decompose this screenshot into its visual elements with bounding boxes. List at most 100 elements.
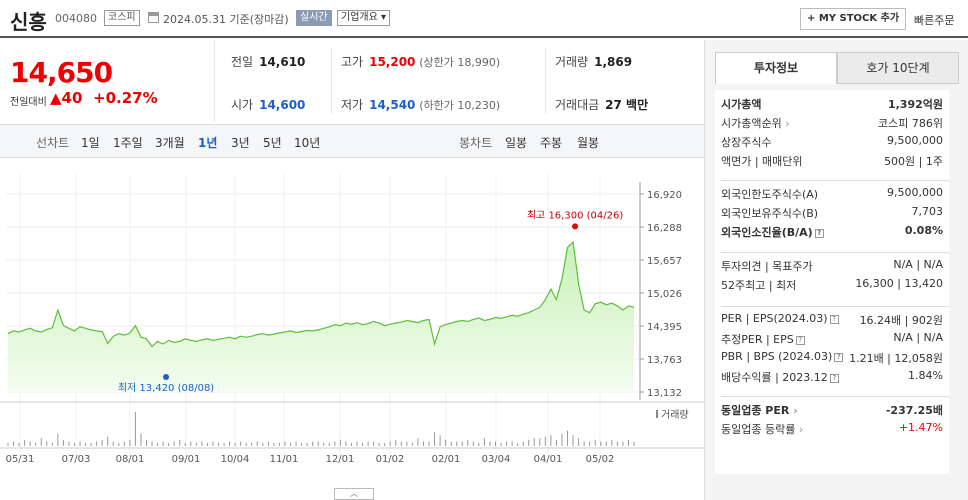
tab-3m[interactable]: 3개월 (155, 136, 185, 150)
low-price: 저가 14,540 (하한가 10,230) (341, 98, 501, 112)
stock-header: 신흥 004080 코스피 2024.05.31 기준(장마감) 실시간 기업개… (0, 0, 968, 38)
help-icon[interactable]: ? (834, 353, 844, 362)
stock-name: 신흥 (10, 10, 47, 34)
volume-legend-icon (656, 410, 658, 418)
info-value: N/A | N/A (893, 258, 943, 271)
investment-info-panel: 투자정보 호가 10단계 시가총액 1,392억원 시가총액순위 › 코스피 786위… (704, 40, 968, 500)
section-divider (721, 180, 949, 181)
x-tick-label: 05/31 (6, 454, 35, 465)
info-label: 액면가 | 매매단위 (721, 155, 803, 168)
x-tick-label: 09/01 (172, 454, 201, 465)
info-row: 추정PER | EPS? N/A | N/A (721, 331, 949, 349)
info-label: 동일업종 PER › (721, 404, 798, 417)
prev-close: 전일 14,610 (231, 55, 306, 69)
market-badge: 코스피 (104, 10, 140, 26)
price-chart[interactable]: 16,920 16,288 15,657 15,026 14,395 13,763 13,1… (0, 158, 704, 500)
price-summary: 14,650 전일대비 ▲40 +0.27% (0, 40, 214, 122)
info-label: 배당수익률 | 2023.12? (721, 369, 839, 385)
volume: 거래량 1,869 (555, 55, 633, 69)
tab-10y[interactable]: 10년 (294, 136, 321, 150)
high-annotation: 최고 16,300 (04/26) (527, 209, 623, 221)
tab-1w[interactable]: 1주일 (113, 136, 143, 150)
help-icon[interactable]: ? (814, 229, 824, 238)
info-label: 외국인보유주식수(B) (721, 207, 819, 220)
x-tick-label: 12/01 (326, 454, 355, 465)
stock-code: 004080 (55, 12, 97, 25)
tab-3y[interactable]: 3년 (231, 136, 250, 150)
x-tick-label: 08/01 (116, 454, 145, 465)
y-tick-label: 15,026 (647, 289, 682, 300)
info-row: PER | EPS(2024.03)? 16.24배 | 902원 (721, 312, 949, 330)
tab-order-book[interactable]: 호가 10단계 (837, 52, 959, 84)
x-tick-label: 07/03 (62, 454, 91, 465)
quick-order-link[interactable]: 빠른주문 (914, 14, 955, 27)
info-row: 시가총액 1,392억원 (721, 96, 949, 114)
info-row: 외국인한도주식수(A) 9,500,000 (721, 186, 949, 204)
y-tick-label: 15,657 (647, 256, 682, 267)
info-row: 시가총액순위 › 코스피 786위 (721, 115, 949, 133)
info-label: 시가총액 (721, 98, 762, 111)
add-mystock-button[interactable]: + MY STOCK 추가 (800, 8, 907, 30)
section-divider (721, 252, 949, 253)
info-row: 동일업종 등락률 › +1.47% (721, 421, 949, 439)
diff-value: ▲40 (50, 89, 83, 107)
calendar-icon (148, 12, 159, 23)
info-value: 1.21배 | 12,058원 (849, 352, 943, 365)
info-row: 동일업종 PER › -237.25배 (721, 402, 949, 420)
section-divider (721, 396, 949, 397)
y-tick-label: 16,920 (647, 190, 682, 201)
section-divider (721, 306, 949, 307)
info-row: 외국인소진율(B/A)? 0.08% (721, 224, 949, 242)
price-area (8, 242, 634, 392)
info-value: 9,500,000 (887, 186, 943, 199)
company-info-dropdown[interactable]: 기업개요 ▾ (337, 10, 390, 26)
side-tabs: 투자정보 호가 10단계 (715, 52, 959, 84)
tab-1y[interactable]: 1년 (198, 136, 218, 150)
trade-amount: 거래대금 27 백만 (555, 98, 649, 112)
collapse-handle[interactable]: ︿ (334, 488, 374, 500)
x-tick-label: 10/04 (221, 454, 250, 465)
tab-investment-info[interactable]: 투자정보 (715, 52, 837, 84)
price-line (7, 240, 635, 348)
y-tick-label: 14,395 (647, 322, 682, 333)
open-price: 시가 14,600 (231, 98, 306, 112)
base-date: 2024.05.31 기준(장마감) (163, 13, 289, 26)
x-tick-label: 02/01 (432, 454, 461, 465)
info-label: 시가총액순위 › (721, 117, 790, 130)
info-label: 동일업종 등락률 › (721, 423, 804, 436)
info-label: 추정PER | EPS? (721, 331, 805, 347)
x-tick-label: 05/02 (586, 454, 615, 465)
info-value: 7,703 (911, 205, 944, 218)
help-icon[interactable]: ? (829, 315, 839, 324)
info-value: 0.08% (904, 224, 943, 237)
info-label: 52주최고 | 최저 (721, 279, 797, 292)
info-value: 16,300 | 13,420 (855, 277, 943, 290)
info-value: N/A | N/A (893, 331, 943, 344)
diff-percent: +0.27% (93, 89, 158, 107)
help-icon[interactable]: ? (795, 336, 805, 345)
info-value: -237.25배 (885, 404, 943, 417)
info-label: 외국인소진율(B/A)? (721, 224, 824, 240)
help-icon[interactable]: ? (829, 374, 839, 383)
info-value: 16.24배 | 902원 (859, 314, 943, 327)
y-tick-label: 13,132 (647, 388, 682, 399)
info-value: +1.47% (898, 421, 943, 434)
low-annotation: 최저 13,420 (08/08) (118, 382, 214, 394)
info-label: PER | EPS(2024.03)? (721, 312, 839, 325)
diff-label: 전일대비 (10, 97, 47, 108)
tab-daily[interactable]: 일봉 (505, 136, 528, 150)
tab-weekly[interactable]: 주봉 (540, 136, 563, 150)
tab-monthly[interactable]: 월봉 (577, 136, 600, 150)
realtime-button[interactable]: 실시간 (296, 10, 332, 26)
current-price: 14,650 (10, 56, 113, 89)
x-tick-label: 11/01 (270, 454, 299, 465)
info-label: 상장주식수 (721, 136, 772, 149)
tab-5y[interactable]: 5년 (263, 136, 282, 150)
high-marker (572, 223, 579, 230)
x-tick-label: 01/02 (376, 454, 405, 465)
info-label: 투자의견 | 목표주가 (721, 260, 813, 273)
tab-1d[interactable]: 1일 (81, 136, 100, 150)
y-tick-label: 13,763 (647, 355, 682, 366)
arrow-icon: › (789, 404, 798, 417)
